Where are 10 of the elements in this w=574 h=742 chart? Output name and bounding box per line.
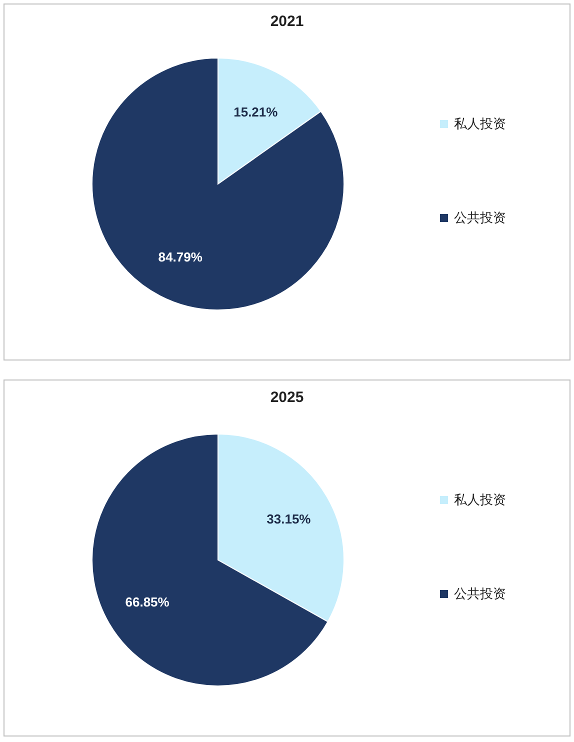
legend-label: 私人投资 [454,116,506,131]
data-label: 84.79% [158,250,203,265]
data-label: 15.21% [234,104,278,120]
chart-title: 2021 [270,13,304,30]
legend-label: 公共投资 [454,586,506,601]
legend-label: 公共投资 [454,210,506,225]
legend-label: 私人投资 [454,492,506,507]
chart-title: 2025 [270,389,304,406]
data-label: 66.85% [125,594,170,610]
data-label: 33.15% [266,512,312,527]
